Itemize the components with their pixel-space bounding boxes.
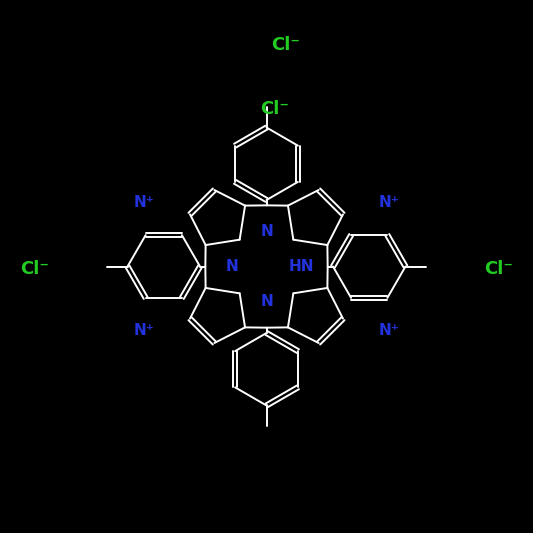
Text: Cl⁻: Cl⁻ [260,100,289,118]
Text: Cl⁻: Cl⁻ [484,260,513,278]
Text: HN: HN [288,259,314,274]
Text: N⁺: N⁺ [134,195,154,210]
Text: N⁺: N⁺ [379,323,399,338]
Text: N: N [225,259,238,274]
Text: Cl⁻: Cl⁻ [271,36,300,54]
Text: N: N [260,224,273,239]
Text: N: N [260,294,273,309]
Text: N⁺: N⁺ [134,323,154,338]
Text: N⁺: N⁺ [379,195,399,210]
Text: Cl⁻: Cl⁻ [20,260,49,278]
